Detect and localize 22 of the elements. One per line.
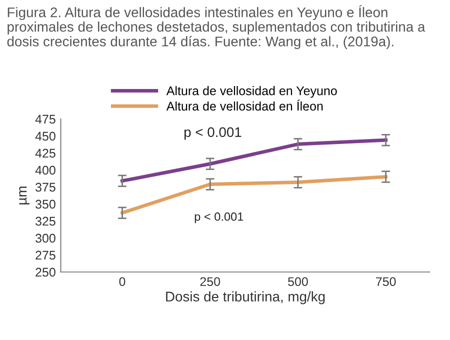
annotation: p < 0.001 [184,127,242,140]
y-tick-label: 350 [36,200,56,209]
y-tick-label: 300 [36,234,56,243]
y-tick-label: 425 [35,148,56,158]
x-tick-label: 0 [119,277,126,286]
x-tick-label: 500 [288,277,308,286]
chart-title: Figura 2. Altura de vellosidades intestinales en Yeyuno e Íleon proximales de lechones destetados, suplementados con tributirina a dosis crecientes durante 14 días. Fuente: Wang et al., (2019a). [7,5,426,50]
y-tick-label: 275 [36,250,56,260]
y-tick-label: 400 [35,166,56,175]
line-series [120,138,388,183]
x-tick-label: 750 [376,277,396,286]
annotation: p < 0.001 [194,212,244,224]
legend-label: Altura de vellosidad en Yeyuno [166,86,337,98]
x-axis-title: Dosis de tributirina, mg/kg [166,291,325,304]
y-tick-label: 375 [36,182,56,192]
y-axis-title: µm [19,186,30,204]
x-tick-label: 250 [200,277,220,286]
y-tick-label: 250 [36,268,56,277]
legend-label: Altura de vellosidad en Íleon [166,100,323,111]
y-tick-label: 475 [35,114,56,124]
y-tick-label: 325 [36,216,56,226]
y-tick-label: 450 [35,132,56,141]
